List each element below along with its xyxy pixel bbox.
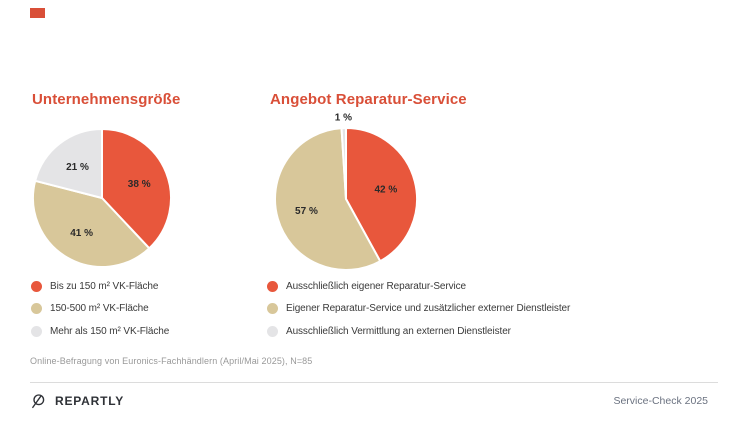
pie-slice-value-label: 1 % (335, 113, 352, 124)
pie-0-slice-0 (101, 128, 172, 250)
pie-1-slice-1 (274, 127, 382, 271)
legend-item: Eigener Reparatur-Service und zusätzlich… (267, 298, 570, 321)
footer-divider (30, 382, 718, 383)
legend-item: 150-500 m² VK-Fläche (31, 298, 169, 321)
pie-0-slice-1 (32, 179, 151, 268)
brand-name: REPARTLY (55, 394, 125, 408)
chart-title-angebot-reparatur-service: Angebot Reparatur-Service (270, 91, 467, 108)
legend-label: Bis zu 150 m² VK-Fläche (50, 280, 159, 292)
legend-label: Eigener Reparatur-Service und zusätzlich… (286, 303, 571, 315)
legend-dot-tan (31, 303, 42, 315)
pie-slice-value-label: 42 % (374, 184, 397, 195)
legend-dot-gray (31, 325, 42, 337)
footer-right-text: Service-Check 2025 (613, 395, 708, 407)
legend-angebot-reparatur-service: Ausschließlich eigener Reparatur-Service… (267, 275, 570, 343)
legend-unternehmensgroesse: Bis zu 150 m² VK-Fläche 150-500 m² VK-Fl… (31, 275, 169, 343)
pie-1-slice-0 (345, 127, 418, 263)
legend-item: Mehr als 150 m² VK-Fläche (31, 320, 169, 343)
legend-label: Ausschließlich eigener Reparatur-Service (286, 280, 466, 292)
legend-item: Ausschließlich Vermittlung an externen D… (267, 320, 570, 343)
legend-dot-gray (267, 325, 278, 337)
pie-0-slice-2 (34, 128, 103, 199)
legend-dot-red (267, 280, 278, 292)
legend-label: Ausschließlich Vermittlung an externen D… (286, 325, 511, 337)
legend-dot-red (31, 280, 42, 292)
pie-slice-value-label: 21 % (66, 162, 89, 173)
pie-slice-value-label: 38 % (128, 179, 151, 190)
pie-slice-value-label: 41 % (70, 228, 93, 239)
pie-chart-angebot-reparatur-service: 42 % 57 % 1 % (274, 113, 418, 271)
legend-item: Ausschließlich eigener Reparatur-Service (267, 275, 570, 298)
source-footnote: Online-Befragung von Euronics-Fachhändle… (30, 356, 313, 366)
pie-chart-unternehmensgroesse: 38 % 41 % 21 % (32, 128, 172, 268)
pie-slice-value-label: 57 % (295, 206, 318, 217)
brand-logo: REPARTLY (30, 393, 124, 409)
circle-slash-logo-icon (32, 394, 45, 409)
chart-title-unternehmensgroesse: Unternehmensgröße (32, 91, 181, 108)
legend-label: Mehr als 150 m² VK-Fläche (50, 325, 170, 337)
slide-accent-mark (30, 8, 45, 18)
legend-item: Bis zu 150 m² VK-Fläche (31, 275, 169, 298)
legend-dot-tan (267, 303, 278, 315)
legend-label: 150-500 m² VK-Fläche (50, 303, 149, 315)
pie-1-slice-2 (340, 127, 347, 200)
